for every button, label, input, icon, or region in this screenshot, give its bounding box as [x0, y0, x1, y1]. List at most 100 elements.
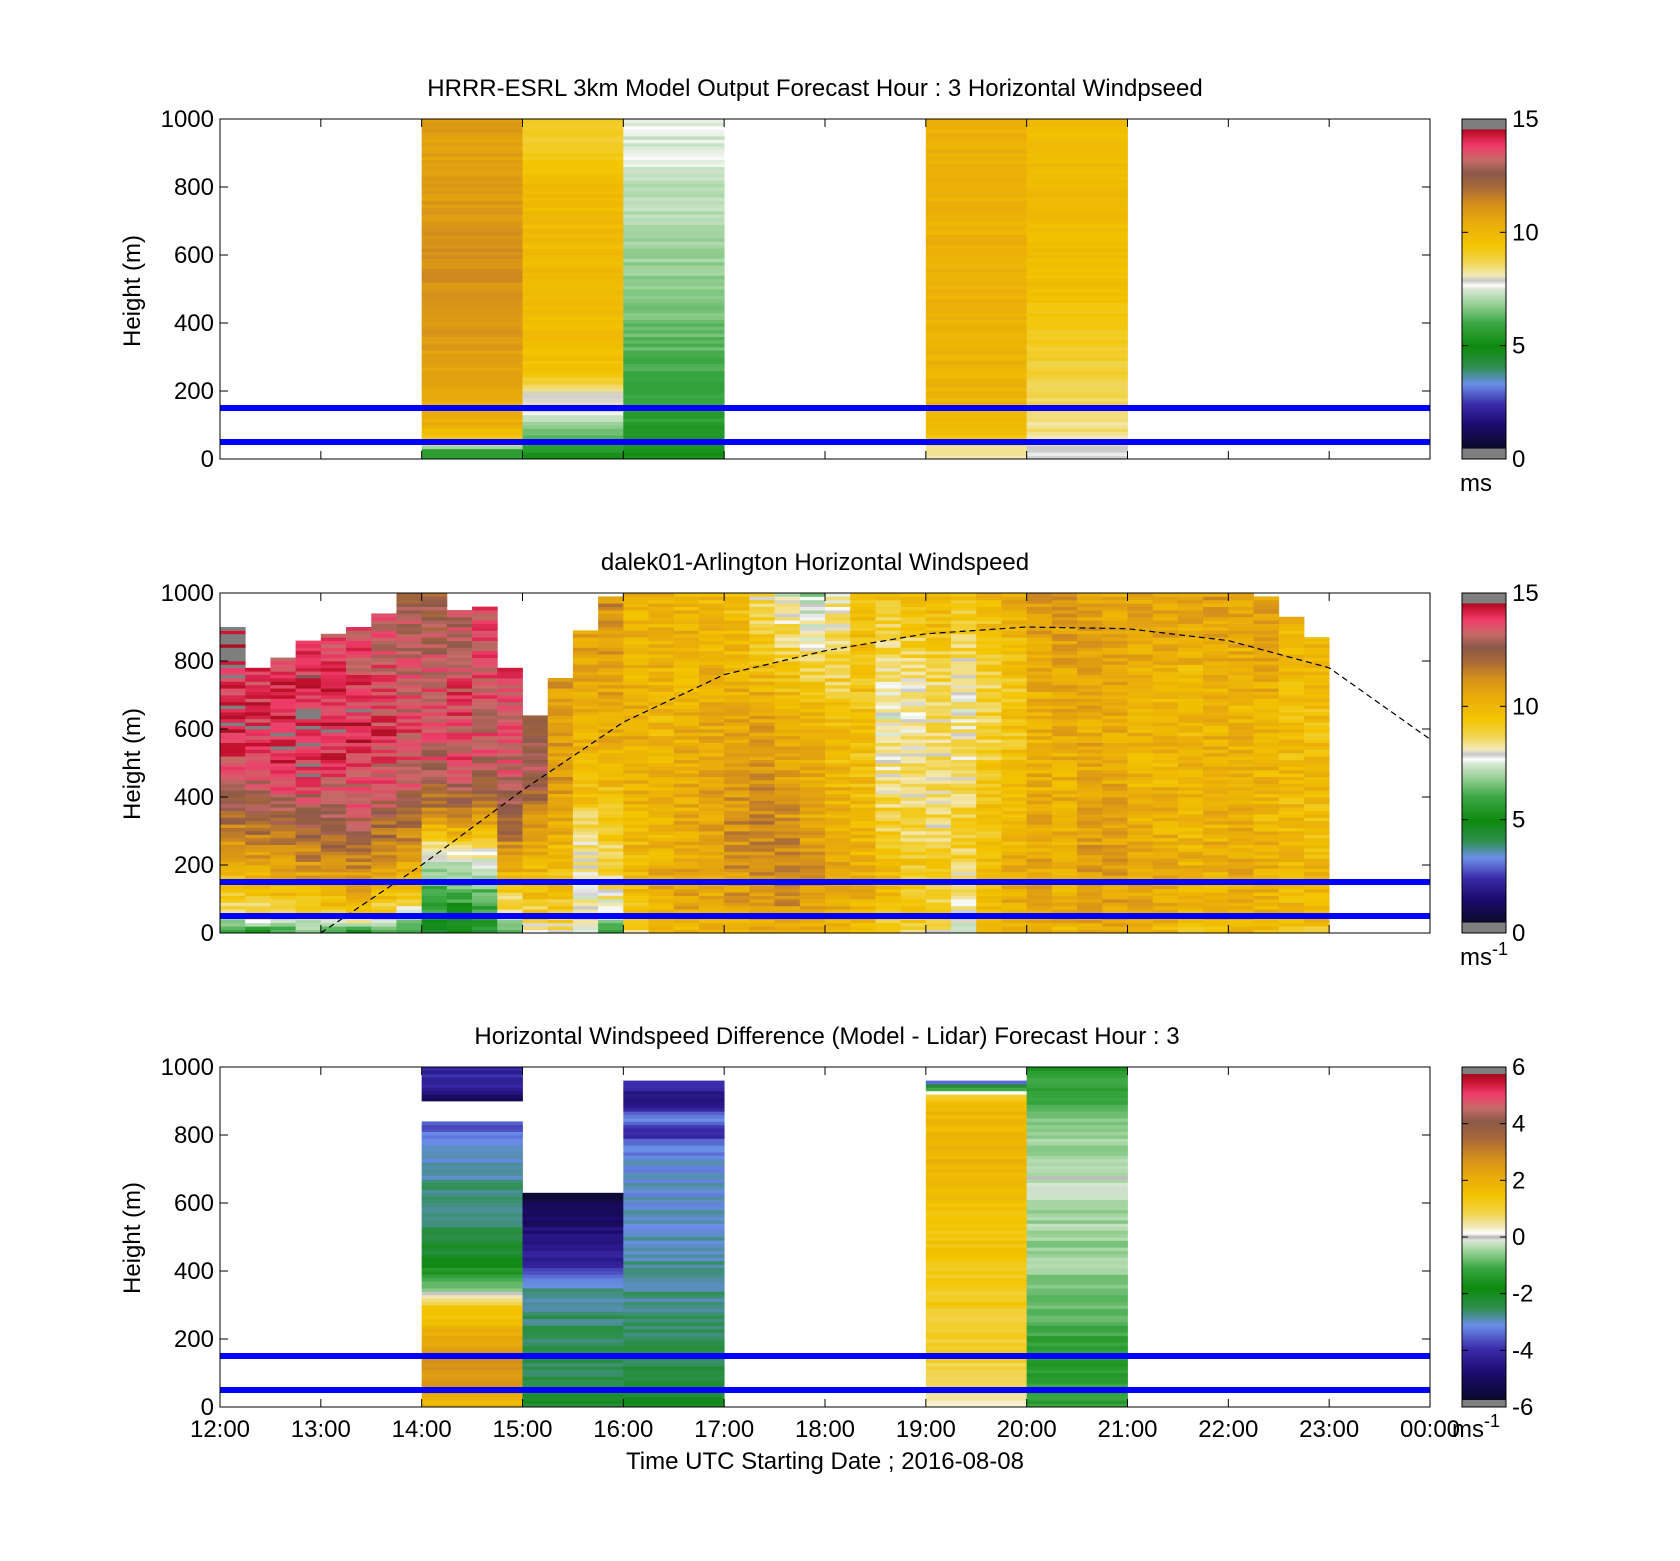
heatmap-cell — [270, 718, 297, 723]
heatmap-cell — [572, 654, 599, 658]
heatmap-cell — [346, 861, 372, 866]
heatmap-cell — [295, 650, 322, 655]
heatmap-cell — [1152, 596, 1179, 601]
heatmap-cell — [547, 814, 574, 818]
heatmap-cell — [698, 763, 725, 767]
heatmap-cell — [623, 258, 725, 263]
heatmap-cell — [951, 919, 977, 924]
y-tick-label: 400 — [174, 310, 214, 337]
heatmap-cell — [1203, 749, 1229, 754]
heatmap-cell — [1127, 695, 1154, 699]
heatmap-cell — [623, 868, 649, 873]
heatmap-cell — [799, 603, 826, 607]
heatmap-cell — [1203, 929, 1229, 934]
heatmap-cell — [623, 251, 725, 256]
heatmap-cell — [1303, 824, 1330, 828]
heatmap-cell — [623, 858, 649, 862]
heatmap-cell — [245, 831, 271, 835]
heatmap-cell — [1051, 790, 1078, 794]
heatmap-cell — [598, 664, 624, 669]
heatmap-cell — [522, 278, 624, 283]
heatmap-cell — [749, 786, 775, 791]
heatmap-cell — [320, 667, 347, 672]
heatmap-cell — [295, 640, 322, 645]
heatmap-cell — [522, 183, 624, 188]
heatmap-cell — [1177, 803, 1204, 808]
heatmap-cell — [320, 701, 347, 706]
heatmap-cell — [1152, 854, 1179, 859]
heatmap-cell — [1001, 657, 1028, 662]
heatmap-cell — [346, 899, 372, 903]
heatmap-cell — [1203, 783, 1229, 788]
heatmap-cell — [749, 783, 775, 788]
heatmap-cell — [1026, 159, 1128, 164]
heatmap-cell — [421, 428, 523, 433]
heatmap-cell — [1303, 688, 1330, 692]
heatmap-cell — [673, 848, 700, 852]
heatmap-cell — [925, 752, 952, 757]
heatmap-cell — [270, 861, 297, 866]
heatmap-cell — [446, 780, 473, 784]
heatmap-cell — [1026, 139, 1128, 144]
heatmap-cell — [976, 712, 1002, 716]
heatmap-cell — [1278, 657, 1305, 662]
heatmap-cell — [1102, 851, 1128, 856]
heatmap-cell — [1077, 851, 1103, 856]
heatmap-cell — [446, 654, 473, 658]
heatmap-cell — [598, 773, 624, 777]
heatmap-cell — [220, 769, 246, 774]
heatmap-cell — [522, 848, 549, 852]
heatmap-cell — [1026, 902, 1053, 907]
heatmap-cell — [648, 664, 675, 669]
heatmap-cell — [648, 763, 675, 767]
heatmap-cell — [925, 627, 952, 631]
heatmap-cell — [371, 712, 397, 716]
heatmap-cell — [648, 797, 675, 801]
heatmap-cell — [1177, 844, 1204, 849]
heatmap-cell — [421, 132, 523, 137]
heatmap-cell — [1253, 749, 1280, 754]
heatmap-cell — [799, 647, 826, 652]
heatmap-cell — [724, 769, 750, 774]
heatmap-cell — [875, 630, 902, 635]
heatmap-cell — [1127, 715, 1154, 720]
heatmap-cell — [245, 701, 271, 706]
heatmap-cell — [925, 153, 1028, 157]
colorbar-tick-label: 10 — [1512, 219, 1539, 246]
heatmap-cell — [245, 824, 271, 828]
heatmap-cell — [421, 1243, 523, 1248]
heatmap-cell — [673, 667, 700, 672]
heatmap-cell — [1177, 820, 1204, 825]
heatmap-cell — [698, 786, 725, 791]
heatmap-cell — [1203, 695, 1229, 699]
heatmap-cell — [472, 817, 498, 822]
heatmap-cell — [623, 718, 649, 723]
heatmap-cell — [346, 858, 372, 862]
heatmap-cell — [472, 807, 498, 811]
heatmap-cell — [799, 790, 826, 794]
heatmap-cell — [1303, 875, 1330, 879]
heatmap-cell — [421, 380, 523, 385]
heatmap-cell — [623, 350, 725, 354]
heatmap-cell — [1152, 820, 1179, 825]
heatmap-cell — [774, 633, 801, 638]
heatmap-cell — [925, 343, 1028, 348]
heatmap-cell — [951, 756, 977, 760]
heatmap-cell — [1303, 708, 1330, 713]
heatmap-cell — [1102, 909, 1128, 913]
heatmap-cell — [598, 735, 624, 740]
heatmap-cell — [951, 616, 977, 621]
heatmap-cell — [270, 722, 297, 726]
heatmap-cell — [825, 899, 851, 903]
heatmap-cell — [925, 333, 1028, 337]
heatmap-cell — [598, 627, 624, 631]
heatmap-cell — [623, 180, 725, 184]
heatmap-cell — [1026, 868, 1053, 873]
heatmap-cell — [472, 681, 498, 686]
heatmap-cell — [673, 824, 700, 828]
heatmap-cell — [472, 722, 498, 726]
heatmap-cell — [598, 637, 624, 641]
heatmap-cell — [648, 895, 675, 900]
heatmap-cell — [951, 800, 977, 805]
heatmap-cell — [749, 684, 775, 689]
